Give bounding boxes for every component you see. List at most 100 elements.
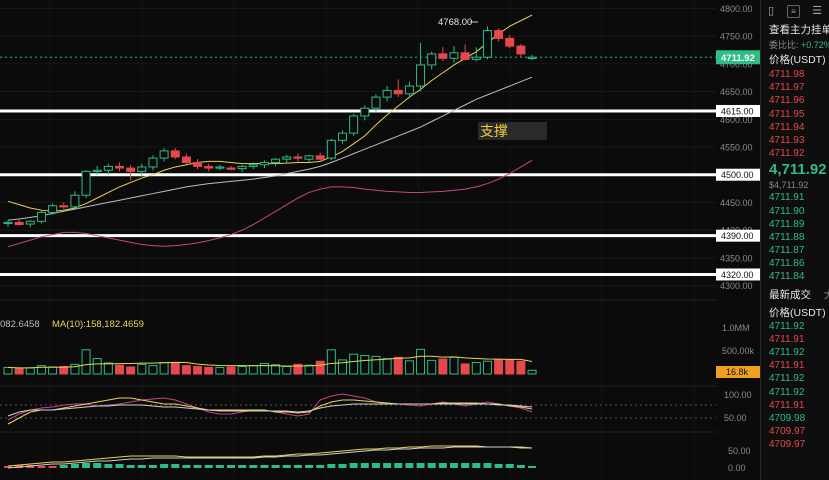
trade-row[interactable]: 4709.97 <box>769 439 806 451</box>
macd-histogram-bar <box>394 463 403 468</box>
volume-bar <box>115 364 124 375</box>
macd-histogram-bar <box>327 464 336 468</box>
candle-body <box>338 132 347 141</box>
candle-body <box>159 150 169 159</box>
candle-body <box>126 167 136 172</box>
volume-bar <box>293 363 303 375</box>
price-axis: 4800.00 4750.00 4700.00 4650.00 4600.00 4550.… <box>716 0 760 480</box>
macd-histogram-bar <box>483 463 492 468</box>
price-tick: 4650.00 <box>720 87 753 97</box>
macd-histogram-bar <box>450 463 458 468</box>
macd-histogram-bar <box>528 466 537 468</box>
volume-ma-line <box>7 355 533 369</box>
volume-bar <box>81 349 91 375</box>
moving-average-lines <box>7 14 533 248</box>
price-chart[interactable]: 4800.00 4750.00 4700.00 4650.00 4600.00 4550.… <box>0 0 760 480</box>
volume-bar <box>527 369 537 375</box>
macd-histogram-bar <box>282 465 291 468</box>
ma-line <box>7 14 533 212</box>
bid-row[interactable]: 4711.89 <box>769 218 805 230</box>
trade-row[interactable]: 4709.98 <box>769 412 806 424</box>
book-bids-icon[interactable]: ≡ <box>787 5 800 18</box>
candle-body <box>315 155 325 160</box>
price-tick: 4800.00 <box>720 4 753 14</box>
line-price-label: 4320.00 <box>721 270 754 280</box>
ask-row[interactable]: 4711.92 <box>769 148 805 160</box>
macd-histogram-bar <box>48 466 57 468</box>
trade-row[interactable]: 4711.92 <box>769 320 805 332</box>
price-tick: 4350.00 <box>720 253 753 263</box>
candle-body <box>416 64 426 87</box>
macd-histogram-bar <box>82 463 91 468</box>
ask-row[interactable]: 4711.95 <box>769 108 805 120</box>
ask-row[interactable]: 4711.97 <box>769 82 805 94</box>
bid-row[interactable]: 4711.88 <box>769 231 805 243</box>
macd-histogram-bar <box>260 465 269 468</box>
volume-bar <box>204 366 214 375</box>
last-price-box <box>716 50 760 65</box>
candle-body <box>137 166 147 172</box>
volume-bar <box>505 358 515 375</box>
candle-body <box>48 205 58 213</box>
macd-histogram-bar <box>115 464 124 468</box>
support-label-box <box>478 122 547 140</box>
volume-legend-ma: MA(10):158,182.4659 <box>52 319 144 330</box>
chart-grid <box>0 0 760 480</box>
trades-tab-large[interactable]: 大 <box>824 289 829 301</box>
trade-row[interactable]: 4711.92 <box>769 347 805 358</box>
candle-body <box>371 96 381 109</box>
volume-bar <box>70 363 80 375</box>
macd-histogram-bar <box>494 464 503 468</box>
bid-row[interactable]: 4711.84 <box>769 271 805 283</box>
ask-row[interactable]: 4711.96 <box>769 95 805 107</box>
trade-row[interactable]: 4711.92 <box>769 386 805 398</box>
volume-bar <box>427 359 437 375</box>
candle-body <box>70 194 80 208</box>
macd-histogram-bar <box>126 465 135 468</box>
volume-bar <box>494 359 504 375</box>
book-asks-icon[interactable]: ☰ <box>812 5 822 17</box>
annotations: 4768.00 支撑 <box>438 17 547 140</box>
macd-histogram-bar <box>505 464 514 468</box>
volume-bar <box>282 366 292 375</box>
book-title[interactable]: 查看主力挂单 <box>769 24 829 36</box>
trade-row[interactable]: 4709.97 <box>769 426 806 438</box>
candle-body <box>59 205 69 208</box>
bid-row[interactable]: 4711.86 <box>769 258 805 270</box>
candle-body <box>427 53 437 66</box>
macd-histogram-bar <box>316 465 325 468</box>
trade-row[interactable]: 4711.92 <box>769 373 805 385</box>
macd-histogram-bar <box>182 465 191 468</box>
macd-line <box>7 445 533 467</box>
bid-row[interactable]: 4711.91 <box>769 192 805 204</box>
bid-row[interactable]: 4711.87 <box>769 245 805 257</box>
macd-histogram-bar <box>383 463 392 468</box>
trade-row[interactable]: 4711.91 <box>769 360 805 372</box>
asks-list: 4711.98 4711.97 4711.96 4711.95 4711.94 4711.… <box>761 68 829 160</box>
trades-tab-latest[interactable]: 最新成交 <box>769 288 811 301</box>
trade-row[interactable]: 4711.91 <box>769 399 805 411</box>
trade-row[interactable]: 4711.91 <box>769 333 805 345</box>
trades-tabs: 最新成交 大 <box>761 284 829 306</box>
volume-bar <box>25 367 35 375</box>
volume-bar <box>181 365 191 375</box>
volume-bar <box>59 366 69 375</box>
ask-row[interactable]: 4711.94 <box>769 121 805 133</box>
candle-body <box>527 56 537 59</box>
high-annotation: 4768.00 <box>438 17 472 28</box>
candle-body <box>471 56 481 60</box>
candle-body <box>103 165 113 171</box>
line-price-label: 4390.00 <box>721 231 754 241</box>
order-book-panel: ▯ ≡ ☰ 查看主力挂单 委比比: +0.72% 价格(USDT) 4711.9… <box>760 0 829 480</box>
ask-row[interactable]: 4711.98 <box>769 69 805 80</box>
macd-histogram-bar <box>37 466 46 468</box>
volume-bar <box>482 360 492 375</box>
volume-bar <box>271 364 281 375</box>
macd-histogram-bar <box>360 463 369 468</box>
book-both-icon[interactable]: ▯ <box>767 5 775 17</box>
candle-body <box>14 221 24 226</box>
ask-row[interactable]: 4711.93 <box>769 134 805 146</box>
price-tick: 4550.00 <box>720 143 753 153</box>
volume-bar <box>371 355 381 375</box>
bid-row[interactable]: 4711.90 <box>769 205 805 217</box>
